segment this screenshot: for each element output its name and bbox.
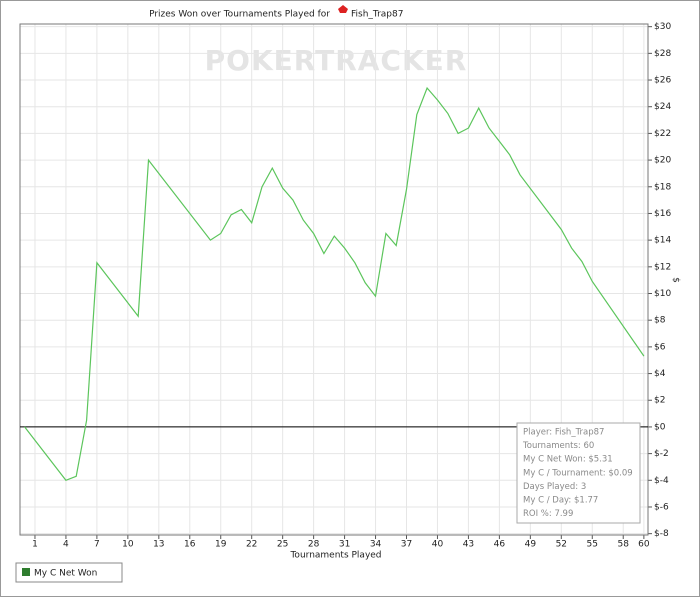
y-tick-label: $2 bbox=[654, 396, 665, 406]
info-line: My C / Day: $1.77 bbox=[523, 496, 598, 506]
info-line: Days Played: 3 bbox=[523, 482, 586, 492]
watermark: POKERTRACKER bbox=[205, 44, 468, 77]
info-line: Player: Fish_Trap87 bbox=[523, 428, 604, 438]
x-tick-label: 40 bbox=[432, 540, 444, 550]
info-line: My C Net Won: $5.31 bbox=[523, 455, 613, 465]
x-tick-label: 55 bbox=[587, 540, 598, 550]
y-tick-label: $6 bbox=[654, 342, 666, 352]
x-tick-label: 60 bbox=[638, 540, 650, 550]
y-tick-label: $20 bbox=[654, 156, 671, 166]
x-tick-label: 58 bbox=[618, 540, 630, 550]
y-tick-label: $12 bbox=[654, 262, 671, 272]
y-tick-label: $8 bbox=[654, 316, 666, 326]
player-name: Fish_Trap87 bbox=[351, 10, 403, 20]
y-axis-label: $ bbox=[671, 277, 681, 283]
y-tick-label: $-2 bbox=[654, 449, 669, 459]
y-tick-label: $18 bbox=[654, 182, 671, 192]
info-box: Player: Fish_Trap87 Tournaments: 60 My C N… bbox=[516, 422, 641, 524]
x-tick-label: 7 bbox=[94, 540, 100, 550]
legend-swatch bbox=[22, 568, 30, 576]
y-tick-label: $14 bbox=[654, 236, 671, 246]
x-tick-label: 25 bbox=[277, 540, 288, 550]
y-tick-label: $30 bbox=[654, 22, 671, 32]
x-tick-label: 31 bbox=[339, 540, 350, 550]
y-tick-label: $28 bbox=[654, 49, 671, 59]
y-tick-label: $22 bbox=[654, 129, 671, 139]
y-tick-label: $0 bbox=[654, 422, 666, 432]
x-tick-label: 37 bbox=[401, 540, 412, 550]
series-line bbox=[24, 86, 645, 482]
x-axis-label: Tournaments Played bbox=[289, 551, 381, 561]
y-tick-label: $-4 bbox=[654, 476, 669, 486]
y-tick-label: $26 bbox=[654, 76, 671, 86]
x-tick-label: 16 bbox=[184, 540, 196, 550]
x-tick-label: 49 bbox=[525, 540, 537, 550]
legend-label: My C Net Won bbox=[34, 569, 97, 579]
x-tick-label: 43 bbox=[463, 540, 474, 550]
info-box-frame bbox=[516, 422, 641, 524]
x-tick-label: 28 bbox=[308, 540, 320, 550]
x-tick-label: 46 bbox=[494, 540, 506, 550]
info-line: ROI %: 7.99 bbox=[523, 509, 573, 519]
x-tick-label: 34 bbox=[370, 540, 382, 550]
chart-title: Prizes Won over Tournaments Played for bbox=[149, 10, 330, 20]
y-tick-label: $-6 bbox=[654, 502, 669, 512]
x-tick-label: 1 bbox=[32, 540, 38, 550]
info-line: My C / Tournament: $0.09 bbox=[523, 468, 633, 478]
y-tick-label: $24 bbox=[654, 102, 671, 112]
y-tick-label: $4 bbox=[654, 369, 666, 379]
info-line: Tournaments: 60 bbox=[522, 441, 594, 451]
x-tick-label: 22 bbox=[246, 540, 257, 550]
plot-frame bbox=[19, 23, 649, 536]
legend: My C Net Won bbox=[15, 562, 123, 583]
y-tick-label: $-8 bbox=[654, 529, 669, 539]
x-tick-label: 10 bbox=[122, 540, 134, 550]
x-tick-label: 13 bbox=[153, 540, 164, 550]
x-tick-label: 52 bbox=[556, 540, 567, 550]
x-tick-label: 4 bbox=[63, 540, 69, 550]
y-tick-label: $16 bbox=[654, 209, 671, 219]
y-tick-label: $10 bbox=[654, 289, 671, 299]
player-icon bbox=[338, 5, 348, 13]
x-tick-label: 19 bbox=[215, 540, 227, 550]
legend-frame bbox=[15, 562, 123, 583]
